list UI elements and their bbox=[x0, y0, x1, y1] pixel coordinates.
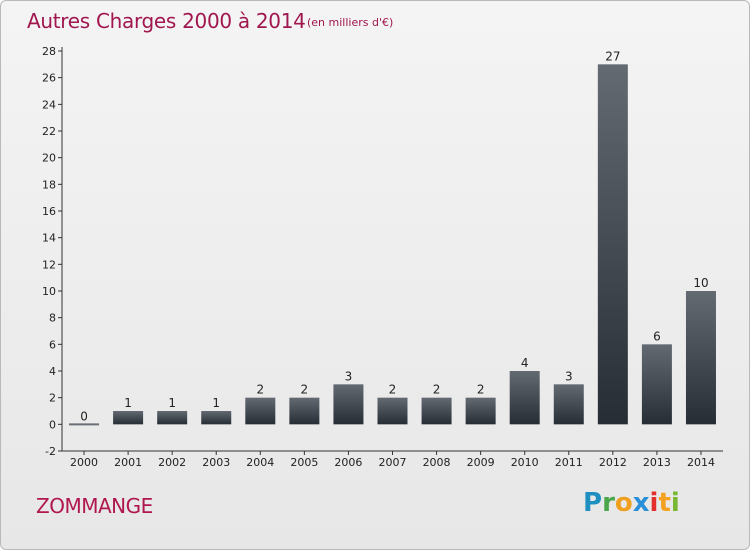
bar bbox=[465, 397, 496, 425]
bar bbox=[553, 384, 584, 425]
y-tick-label: -2 bbox=[45, 445, 56, 458]
bar bbox=[201, 411, 232, 425]
data-label: 27 bbox=[605, 49, 620, 63]
x-tick-label: 2004 bbox=[246, 456, 274, 469]
y-tick-label: 6 bbox=[49, 338, 56, 351]
y-tick-label: 24 bbox=[42, 98, 56, 111]
x-tick-label: 2009 bbox=[467, 456, 495, 469]
x-tick-label: 2005 bbox=[290, 456, 318, 469]
y-tick-label: 28 bbox=[42, 45, 56, 58]
y-tick-label: 14 bbox=[42, 232, 56, 245]
y-tick-label: 26 bbox=[42, 72, 56, 85]
bar bbox=[245, 397, 276, 425]
x-tick-label: 2000 bbox=[70, 456, 98, 469]
x-tick-label: 2010 bbox=[511, 456, 539, 469]
y-tick-label: 12 bbox=[42, 258, 56, 271]
x-tick-label: 2001 bbox=[114, 456, 142, 469]
y-tick-label: 2 bbox=[49, 392, 56, 405]
data-label: 2 bbox=[256, 383, 264, 397]
bar bbox=[641, 344, 672, 425]
x-tick-label: 2002 bbox=[158, 456, 186, 469]
data-label: 4 bbox=[521, 356, 529, 370]
y-tick-label: 16 bbox=[42, 205, 56, 218]
commune-name: ZOMMANGE bbox=[36, 494, 153, 518]
y-tick-label: 22 bbox=[42, 125, 56, 138]
proxiti-logo[interactable]: Proxiti bbox=[583, 488, 680, 518]
bar bbox=[421, 397, 452, 425]
chart-title: Autres Charges 2000 à 2014 bbox=[27, 9, 306, 33]
y-tick-label: 0 bbox=[49, 418, 56, 431]
data-label: 1 bbox=[124, 396, 132, 410]
data-label: 2 bbox=[389, 383, 397, 397]
data-label: 3 bbox=[565, 369, 573, 383]
x-tick-label: 2008 bbox=[423, 456, 451, 469]
data-label: 10 bbox=[693, 276, 708, 290]
data-label: 6 bbox=[653, 329, 661, 343]
chart-subtitle: (en milliers d'€) bbox=[307, 16, 394, 29]
data-label: 3 bbox=[345, 369, 353, 383]
y-tick-label: 18 bbox=[42, 178, 56, 191]
bar bbox=[113, 411, 144, 425]
x-tick-label: 2006 bbox=[334, 456, 362, 469]
bar bbox=[509, 371, 540, 425]
data-label: 2 bbox=[433, 383, 441, 397]
y-tick-label: 4 bbox=[49, 365, 56, 378]
x-tick-label: 2013 bbox=[643, 456, 671, 469]
bar bbox=[685, 291, 716, 425]
x-tick-label: 2007 bbox=[379, 456, 407, 469]
x-tick-label: 2003 bbox=[202, 456, 230, 469]
data-label: 1 bbox=[212, 396, 220, 410]
x-tick-label: 2014 bbox=[687, 456, 715, 469]
y-tick-label: 10 bbox=[42, 285, 56, 298]
bar bbox=[289, 397, 320, 425]
data-label: 1 bbox=[168, 396, 176, 410]
bar bbox=[333, 384, 364, 425]
bar bbox=[377, 397, 408, 425]
y-tick-label: 20 bbox=[42, 152, 56, 165]
y-tick-label: 8 bbox=[49, 312, 56, 325]
x-tick-label: 2011 bbox=[555, 456, 583, 469]
data-label: 2 bbox=[301, 383, 309, 397]
data-label: 2 bbox=[477, 383, 485, 397]
data-label: 0 bbox=[80, 409, 88, 423]
bar bbox=[597, 64, 628, 425]
x-tick-label: 2012 bbox=[599, 456, 627, 469]
bar bbox=[157, 411, 188, 425]
